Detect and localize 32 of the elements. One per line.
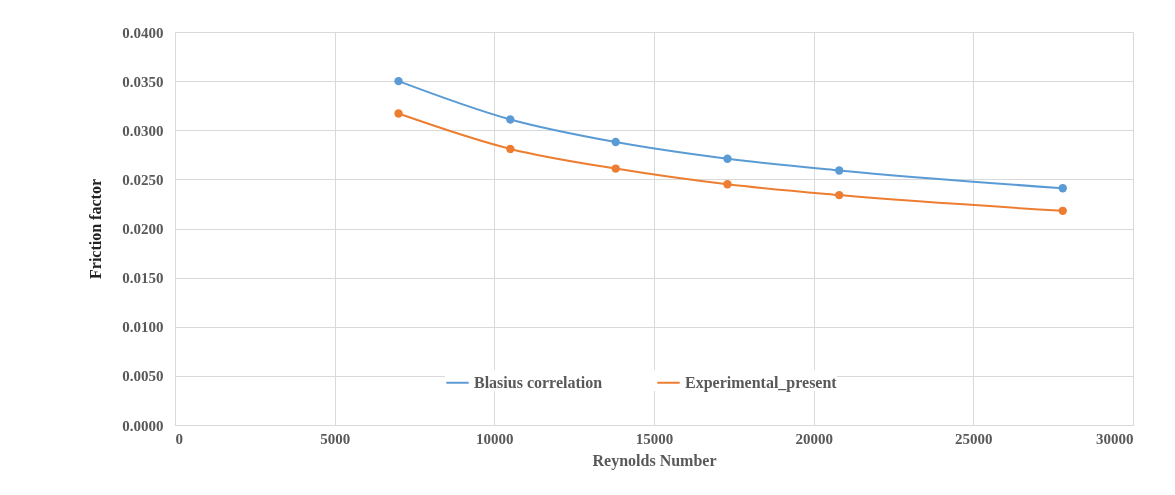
point [723,180,732,189]
point [506,115,515,124]
y-tick-label: 0.0050 [122,368,164,385]
x-tick-label: 15000 [635,430,674,447]
x-tick-label: 0 [175,430,183,447]
y-axis-title: Friction factor [87,179,105,279]
y-tick-label: 0.0400 [122,24,164,41]
y-tick-label: 0.0000 [122,417,164,434]
x-tick-label: 5000 [320,430,351,447]
point [394,109,403,118]
x-axis-title: Reynolds Number [592,451,717,470]
y-tick-label: 0.0100 [122,319,164,336]
legend-label: Experimental_present [685,373,838,392]
point [1058,184,1067,193]
point [611,164,620,173]
y-tick-label: 0.0150 [122,270,164,287]
point [1058,206,1067,215]
y-tick-label: 0.0350 [122,73,164,90]
legend-label: Blasius correlation [474,373,603,391]
y-tick-label: 0.0300 [122,122,164,139]
y-tick-label: 0.0200 [122,221,164,237]
x-tick-label: 25000 [955,430,993,447]
point [394,76,403,86]
point [611,137,620,147]
point [506,144,515,154]
y-tick-label: 0.0250 [122,171,164,188]
x-tick-label: 10000 [476,430,514,447]
x-tick-label: 20000 [795,430,833,447]
x-tick-label: 30000 [1096,430,1134,447]
point [835,166,844,175]
point [723,154,732,163]
point [835,190,844,200]
